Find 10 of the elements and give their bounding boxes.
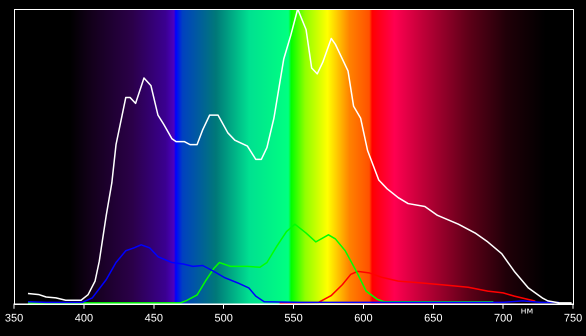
x-tick-label: 500 [214,312,233,324]
x-tick-label: 750 [564,312,582,324]
x-tick-label: 600 [354,312,373,324]
x-tick-label: 350 [4,312,24,324]
x-axis-title: нм [520,306,534,317]
x-tick-label: 550 [284,312,303,324]
x-tick-label: 650 [424,312,442,324]
x-tick-label: 700 [494,312,512,324]
x-tick-label: 450 [144,312,163,324]
x-tick-label: 400 [74,312,94,324]
